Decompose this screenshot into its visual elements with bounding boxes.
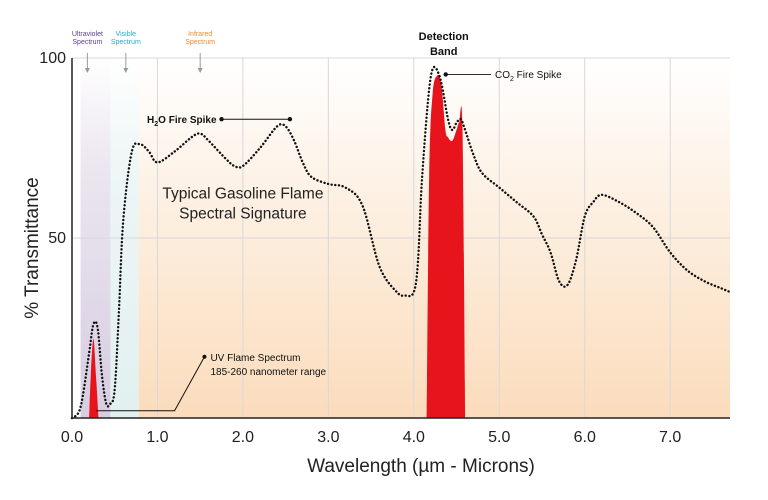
h2o-callout-dot-end [287, 117, 293, 122]
uv-callout-dot [202, 354, 207, 359]
x-tick-label: 7.0 [659, 429, 681, 446]
x-tick-label: 6.0 [574, 429, 596, 446]
y-tick-label: 50 [48, 230, 66, 247]
grid [72, 57, 730, 418]
detection-band-label: Detection [419, 31, 469, 43]
h2o-fire-spike-label: H2O Fire Spike [147, 115, 217, 128]
region-label: Infrared Spectrum [185, 31, 215, 46]
region-arrow-head [123, 68, 129, 73]
uv-flame-label: UV Flame Spectrum [210, 353, 300, 364]
fire-spike-areas [89, 75, 466, 418]
chart-labels: Ultraviolet Spectrum Visible Spectrum Infrar… [72, 31, 562, 412]
x-tick-label: 2.0 [232, 429, 254, 446]
region-arrow-head [197, 68, 203, 73]
co2-fire-spike-area [426, 75, 466, 418]
co2-callout-dot [443, 72, 448, 77]
uv-flame-area [89, 338, 99, 418]
x-tick-label: 0.0 [61, 429, 83, 446]
region-arrow-head [84, 68, 90, 73]
transmittance-line [70, 65, 732, 420]
signature-label: Spectral Signature [179, 205, 307, 222]
x-tick-label: 4.0 [403, 429, 425, 446]
signature-label: Typical Gasoline Flame [162, 185, 323, 202]
y-tick-label: 100 [39, 50, 66, 67]
x-tick-label: 5.0 [488, 429, 510, 446]
uv-flame-label: 185-260 nanometer range [210, 367, 326, 378]
region-label: Visible Spectrum [111, 31, 141, 46]
x-tick-label: 1.0 [146, 429, 168, 446]
x-tick-label: 3.0 [317, 429, 339, 446]
y-axis-title: % Transmittance [22, 177, 43, 319]
h2o-callout-dot-start [219, 117, 224, 122]
x-axis-title: Wavelength (µm - Microns) [307, 456, 535, 477]
co2-fire-spike-label: CO2 Fire Spike [495, 70, 562, 83]
detection-band-label: Band [430, 46, 458, 58]
region-label: Ultraviolet Spectrum [72, 31, 103, 46]
uv-callout-line [95, 356, 205, 412]
transmittance-curve [70, 65, 732, 420]
axes: 0.0 1.0 2.0 3.0 4.0 5.0 6.0 7.0 50 100 Wavelength … [22, 50, 730, 477]
